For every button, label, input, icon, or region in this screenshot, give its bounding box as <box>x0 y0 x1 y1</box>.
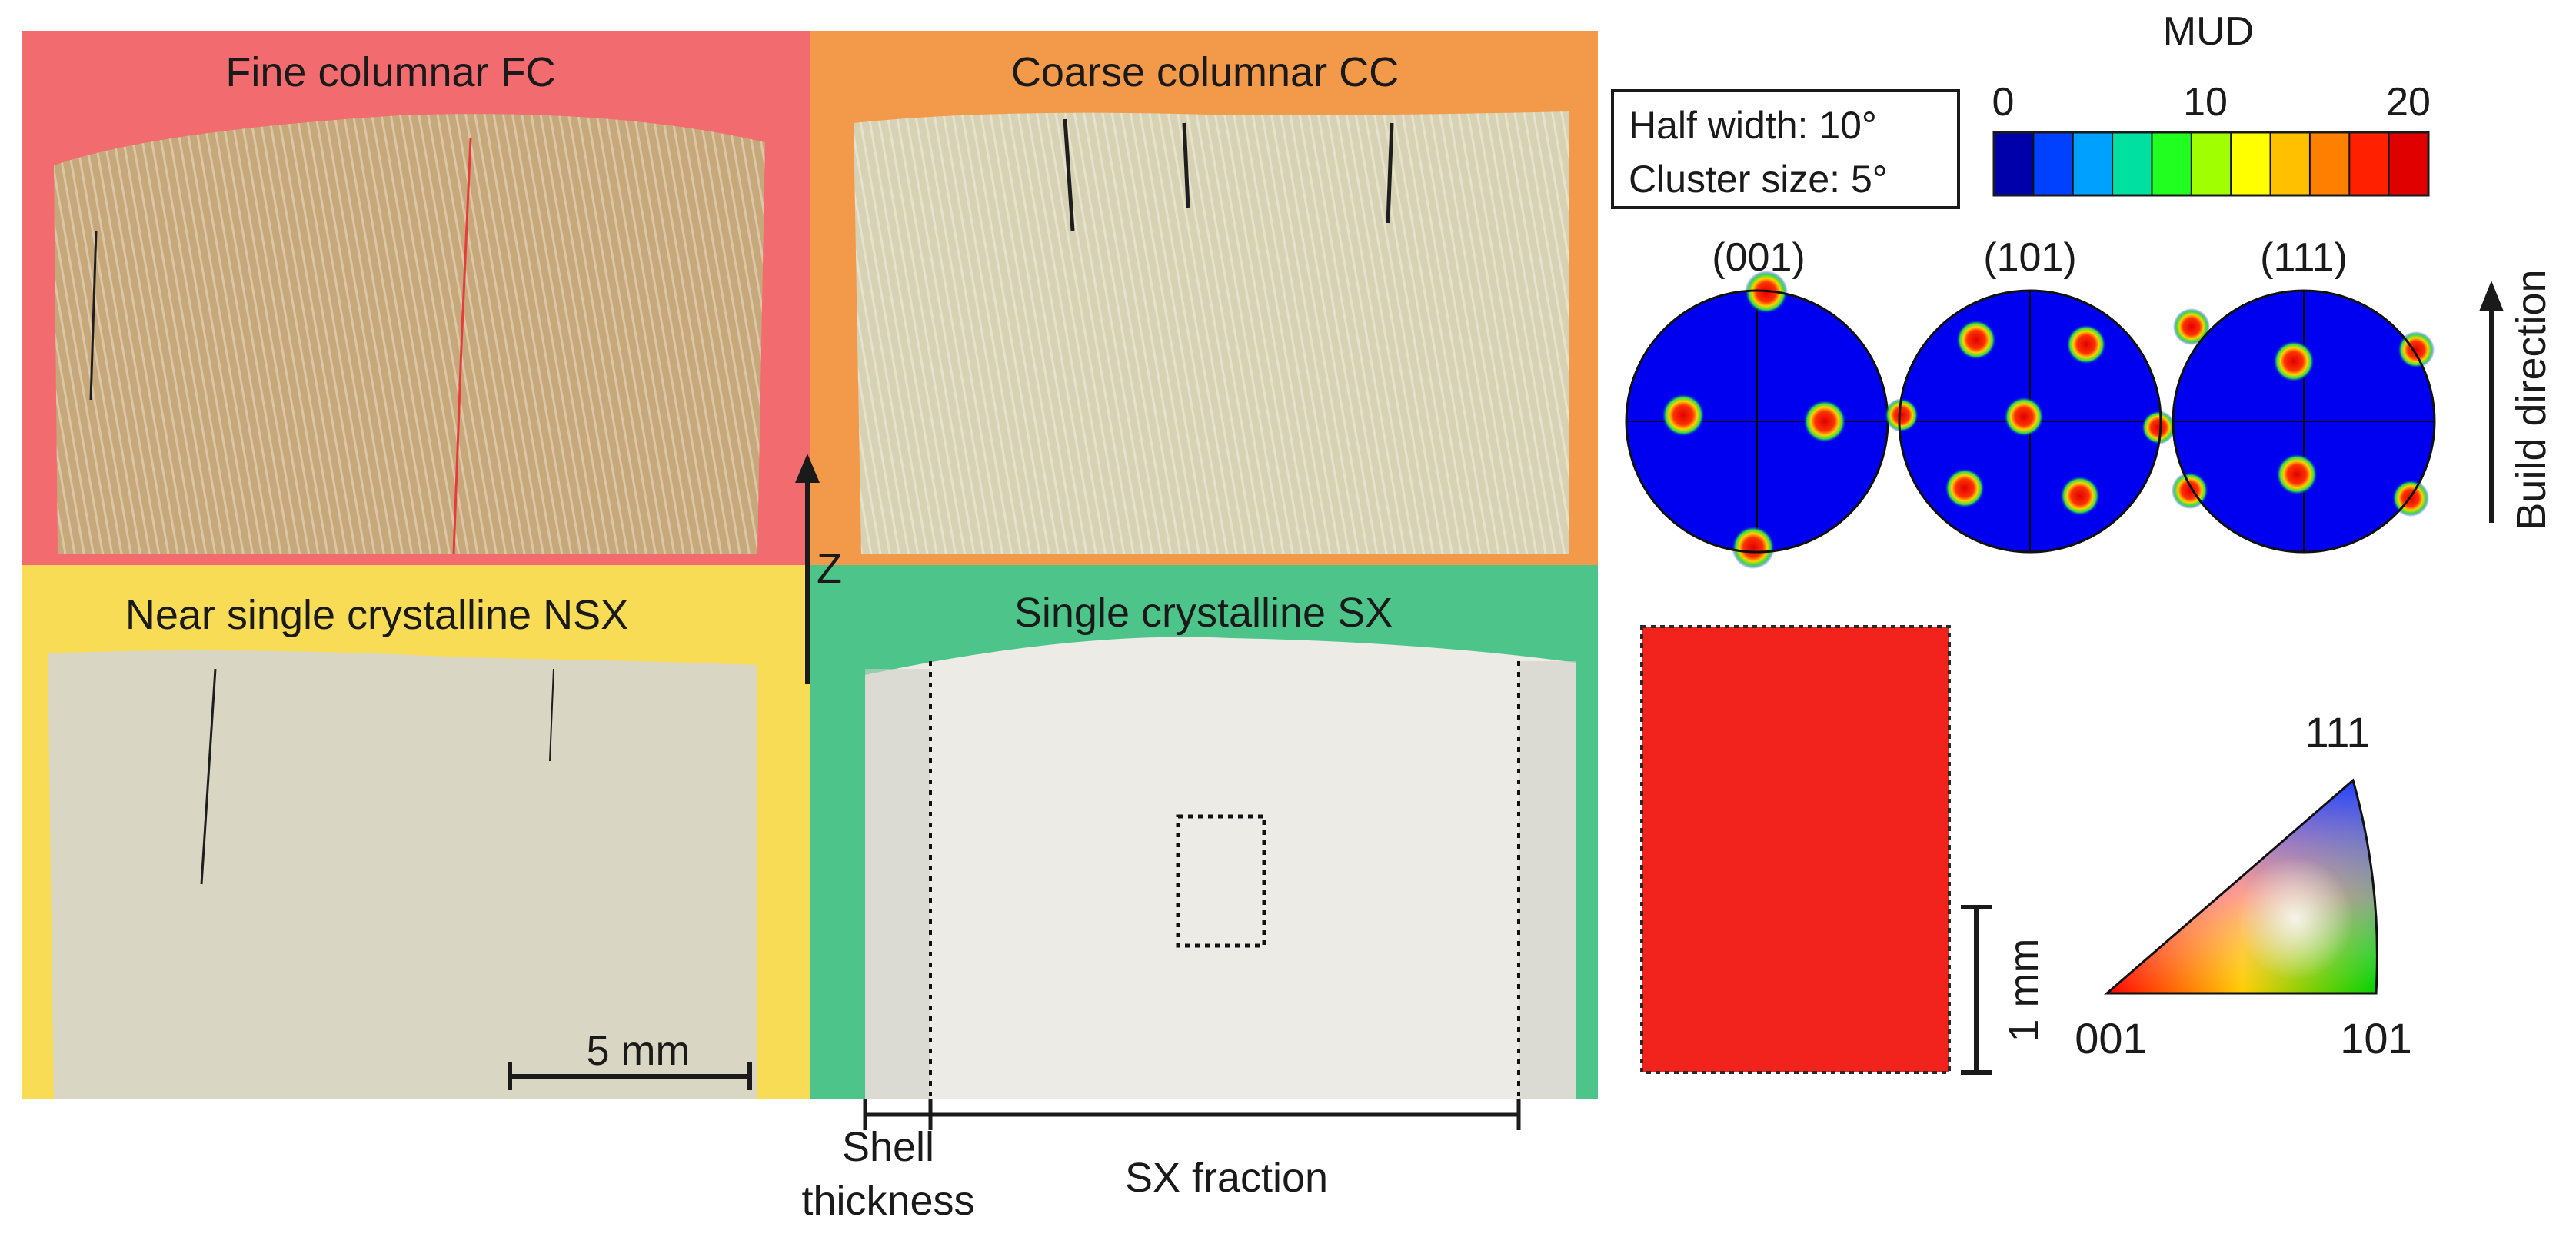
ipf-label-001: 001 <box>2075 1014 2146 1062</box>
fc-crack <box>89 230 98 401</box>
colorbar-segment <box>2152 132 2192 195</box>
colorbar-frame <box>1992 131 2430 197</box>
z-axis-arrowhead <box>795 454 820 483</box>
cc-grain-texture <box>854 111 1569 554</box>
shell-thickness-label: Shell <box>842 1124 934 1170</box>
colorbar-tick-label: 0 <box>1992 80 2015 125</box>
nsx-crack <box>200 668 217 885</box>
pole-figure-label: (111) <box>2260 235 2348 280</box>
ebsd-orientation-map <box>1642 627 1949 1072</box>
shell-thickness-label: thickness <box>801 1178 974 1224</box>
colorbar-segment <box>2231 132 2271 195</box>
colorbar-segment <box>2191 132 2232 195</box>
cc-title: Coarse columnar CC <box>1011 49 1399 95</box>
ebsd-map-border <box>1640 625 1951 1074</box>
cc-crack <box>1063 118 1394 231</box>
nsx-crack <box>549 668 554 762</box>
build-direction-label: Build direction <box>2508 269 2554 530</box>
ebsd-region-box <box>1176 814 1266 948</box>
pole-figure-101 <box>1885 289 2175 554</box>
colorbar-segment <box>2349 132 2390 195</box>
cluster-size-text: Cluster size: 5° <box>1629 158 1888 201</box>
scale-bar-1mm-label: 1 mm <box>2001 939 2047 1042</box>
sx-fraction-label: SX fraction <box>1125 1155 1328 1201</box>
pole-figure-label: (001) <box>1712 235 1805 280</box>
sx-shell-left <box>865 669 930 1099</box>
colorbar-segment <box>2112 132 2153 195</box>
nsx-title: Near single crystalline NSX <box>125 592 628 638</box>
colorbar-segment <box>2072 132 2114 195</box>
mud-colorbar <box>1994 132 2429 195</box>
sx-title: Single crystalline SX <box>1014 590 1393 636</box>
sx-shell-right <box>1519 661 1576 1099</box>
pole-figure-001 <box>1625 271 1889 569</box>
colorbar-segment <box>2270 132 2311 195</box>
sx-sample-image <box>865 637 1576 1099</box>
ipf-label-101: 101 <box>2340 1014 2411 1062</box>
scale-bar-label: 5 mm <box>587 1028 691 1074</box>
nsx-sample-image <box>48 650 757 1099</box>
fc-grain-texture <box>54 114 765 554</box>
build-direction-arrowhead <box>2479 281 2504 311</box>
ipf-color-key <box>2103 778 2378 995</box>
z-axis-label: Z <box>817 546 842 592</box>
fc-title: Fine columnar FC <box>225 49 555 95</box>
colorbar-segment <box>1994 132 2035 195</box>
pole-figure-label: (101) <box>1983 235 2076 280</box>
fc-crack <box>452 138 472 554</box>
colorbar-title: MUD <box>2163 9 2254 54</box>
colorbar-tick-label: 10 <box>2183 80 2228 125</box>
half-width-text: Half width: 10° <box>1629 104 1877 147</box>
info-box <box>1611 89 1960 209</box>
colorbar-segment <box>2033 132 2074 195</box>
colorbar-segment <box>2388 132 2429 195</box>
pole-figure-111 <box>2172 289 2436 554</box>
ipf-label-111: 111 <box>2305 708 2370 757</box>
colorbar-segment <box>2309 132 2351 195</box>
colorbar-tick-label: 20 <box>2386 80 2431 125</box>
